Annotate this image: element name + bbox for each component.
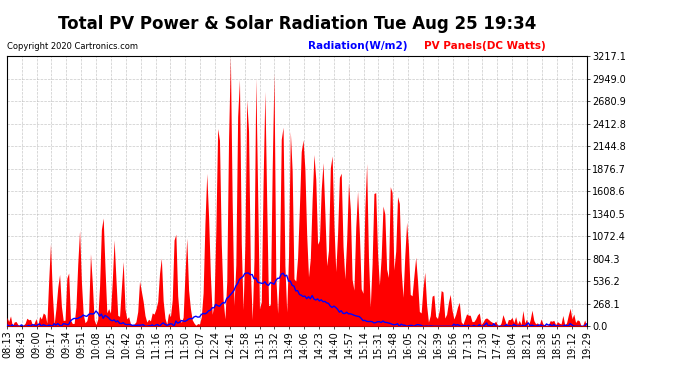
Text: Radiation(W/m2): Radiation(W/m2)	[308, 41, 408, 51]
Text: PV Panels(DC Watts): PV Panels(DC Watts)	[424, 41, 546, 51]
Text: Copyright 2020 Cartronics.com: Copyright 2020 Cartronics.com	[7, 42, 138, 51]
Text: Total PV Power & Solar Radiation Tue Aug 25 19:34: Total PV Power & Solar Radiation Tue Aug…	[57, 15, 536, 33]
